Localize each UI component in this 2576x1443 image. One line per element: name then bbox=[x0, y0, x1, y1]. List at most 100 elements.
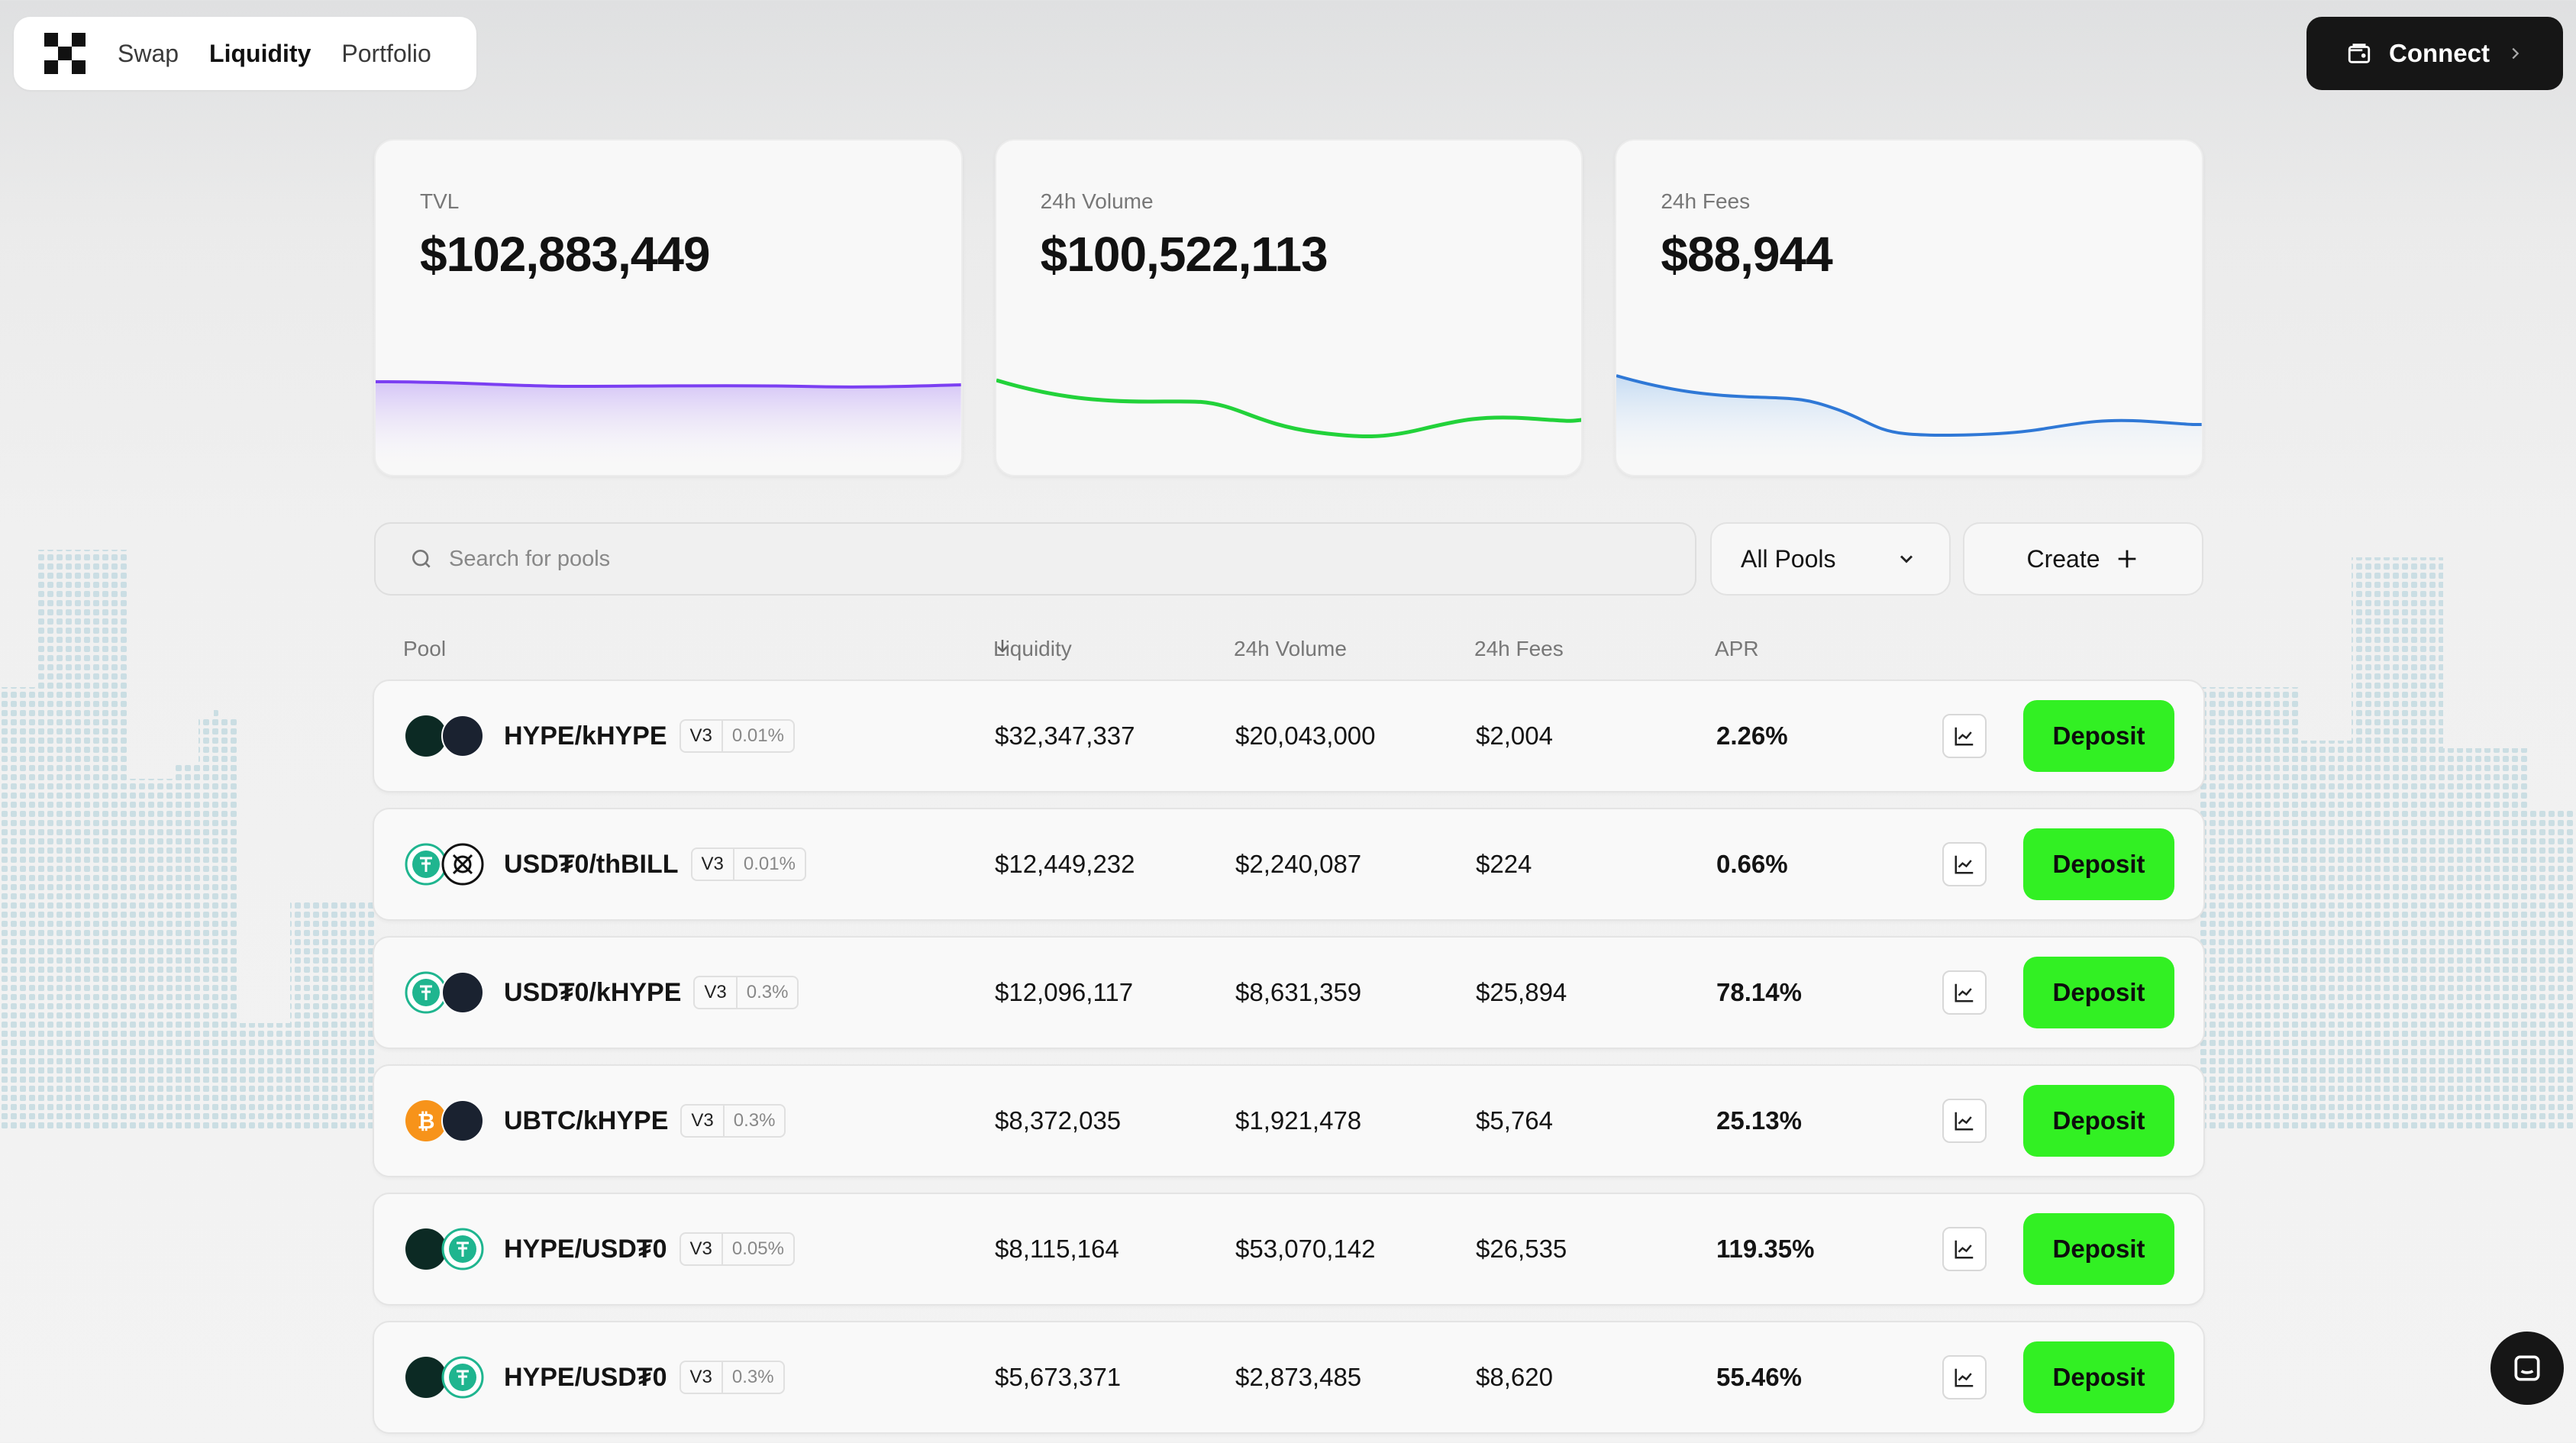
fees-value: $25,894 bbox=[1476, 978, 1567, 1006]
pool-search bbox=[374, 522, 1696, 596]
khype-icon bbox=[441, 971, 484, 1014]
apr-value: 119.35% bbox=[1716, 1235, 1815, 1263]
pool-cell: ₿ UBTC/kHYPE V3 0.3% bbox=[405, 1099, 786, 1142]
header-volume[interactable]: 24h Volume bbox=[1234, 637, 1347, 660]
create-pool-button[interactable]: Create bbox=[1963, 522, 2203, 596]
stats-cards: TVL $102,883,449 24h Volume $100,522,113… bbox=[374, 139, 2204, 476]
volume-value: $1,921,478 bbox=[1235, 1106, 1362, 1135]
line-chart-icon bbox=[1955, 1112, 1974, 1131]
pool-chart-button[interactable] bbox=[1942, 1099, 1987, 1143]
liquidity-value: $8,115,164 bbox=[995, 1235, 1119, 1263]
usdt0-icon bbox=[405, 843, 447, 886]
volume-value: $8,631,359 bbox=[1235, 978, 1362, 1006]
pool-version-badge: V3 0.3% bbox=[679, 1361, 785, 1394]
stat-label: TVL bbox=[420, 189, 460, 213]
header-liquidity-sort[interactable]: Liquidity bbox=[993, 637, 1072, 660]
volume-value: $20,043,000 bbox=[1235, 722, 1376, 750]
pool-chart-button[interactable] bbox=[1942, 1227, 1987, 1271]
apr-value: 55.46% bbox=[1716, 1363, 1802, 1391]
pool-name: USD₮0/thBILL bbox=[504, 849, 679, 879]
fees-value: $26,535 bbox=[1476, 1235, 1567, 1263]
pool-list: HYPE/kHYPE V3 0.01% $32,347,337 $20,043,… bbox=[373, 680, 2205, 1443]
pool-version-badge: V3 0.05% bbox=[679, 1232, 795, 1266]
arrow-down-icon bbox=[997, 640, 1008, 653]
apr-value: 0.66% bbox=[1716, 850, 1788, 878]
pool-chart-button[interactable] bbox=[1942, 970, 1987, 1015]
fee-tier: 0.3% bbox=[735, 977, 798, 1008]
pool-version-badge: V3 0.3% bbox=[680, 1104, 786, 1138]
fee-tier: 0.05% bbox=[721, 1234, 793, 1264]
thbill-icon bbox=[441, 843, 484, 886]
stat-card-fees: 24h Fees $88,944 bbox=[1615, 139, 2204, 476]
fees-value: $224 bbox=[1476, 850, 1532, 878]
table-row[interactable]: HYPE/kHYPE V3 0.01% $32,347,337 $20,043,… bbox=[373, 680, 2205, 793]
stat-label: 24h Volume bbox=[1040, 189, 1154, 213]
pool-name: USD₮0/kHYPE bbox=[504, 977, 682, 1007]
deposit-button[interactable]: Deposit bbox=[2023, 1085, 2174, 1157]
chat-icon bbox=[2514, 1355, 2540, 1381]
deposit-button[interactable]: Deposit bbox=[2023, 1341, 2174, 1413]
usdt0-icon bbox=[441, 1356, 484, 1399]
deposit-button[interactable]: Deposit bbox=[2023, 957, 2174, 1028]
chevron-down-icon bbox=[1900, 555, 1913, 563]
stat-value: $102,883,449 bbox=[420, 227, 710, 282]
version-label: V3 bbox=[689, 1367, 712, 1387]
pool-cell: HYPE/kHYPE V3 0.01% bbox=[405, 715, 795, 757]
fee-tier: 0.01% bbox=[732, 849, 805, 880]
version-label: V3 bbox=[689, 1238, 712, 1259]
liquidity-value: $32,347,337 bbox=[995, 722, 1135, 750]
stat-card-volume: 24h Volume $100,522,113 bbox=[994, 139, 1583, 476]
deposit-button[interactable]: Deposit bbox=[2023, 828, 2174, 900]
nav-link-liquidity[interactable]: Liquidity bbox=[209, 39, 312, 67]
pool-chart-button[interactable] bbox=[1942, 1355, 1987, 1399]
search-input[interactable] bbox=[449, 546, 1594, 572]
version-label: V3 bbox=[704, 982, 727, 1002]
ubtc-icon: ₿ bbox=[405, 1099, 447, 1142]
fees-value: $5,764 bbox=[1476, 1106, 1553, 1135]
line-chart-icon bbox=[1955, 1368, 1974, 1387]
city-skyline-background bbox=[0, 550, 2576, 1130]
fees-value: $8,620 bbox=[1476, 1363, 1553, 1391]
connect-wallet-button[interactable]: Connect bbox=[2306, 17, 2563, 90]
stat-value: $100,522,113 bbox=[1040, 227, 1328, 282]
liquidity-value: $8,372,035 bbox=[995, 1106, 1122, 1135]
nav-link-portfolio[interactable]: Portfolio bbox=[341, 39, 431, 67]
table-row[interactable]: HYPE/USD₮0 V3 0.3% $5,673,371 $2,873,485… bbox=[373, 1321, 2205, 1434]
plus-icon bbox=[2118, 550, 2135, 568]
header-liquidity: Liquidity bbox=[993, 637, 1072, 660]
volume-value: $2,240,087 bbox=[1235, 850, 1362, 878]
pool-chart-button[interactable] bbox=[1942, 842, 1987, 886]
pool-filter-dropdown[interactable]: All Pools bbox=[1710, 522, 1951, 596]
header-apr[interactable]: APR bbox=[1715, 637, 1759, 660]
fees-value: $2,004 bbox=[1476, 722, 1553, 750]
volume-value: $2,873,485 bbox=[1235, 1363, 1362, 1391]
pool-chart-button[interactable] bbox=[1942, 714, 1987, 758]
chevron-right-icon bbox=[2512, 47, 2520, 60]
stat-value: $88,944 bbox=[1661, 227, 1832, 282]
deposit-button[interactable]: Deposit bbox=[2023, 700, 2174, 772]
fee-tier: 0.3% bbox=[721, 1362, 783, 1393]
brand-logo[interactable] bbox=[44, 33, 86, 74]
pool-cell: USD₮0/kHYPE V3 0.3% bbox=[405, 971, 799, 1014]
volume-value: $53,070,142 bbox=[1235, 1235, 1376, 1263]
header-pool: Pool bbox=[403, 637, 447, 660]
tvl-sparkline bbox=[376, 380, 961, 475]
table-row[interactable]: USD₮0/kHYPE V3 0.3% $12,096,117 $8,631,3… bbox=[373, 936, 2205, 1049]
version-label: V3 bbox=[701, 854, 724, 874]
deposit-button[interactable]: Deposit bbox=[2023, 1213, 2174, 1285]
fee-tier: 0.3% bbox=[722, 1106, 785, 1136]
chat-support-button[interactable] bbox=[2490, 1332, 2564, 1405]
fee-tier: 0.01% bbox=[721, 721, 793, 751]
table-row[interactable]: HYPE/USD₮0 V3 0.05% $8,115,164 $53,070,1… bbox=[373, 1193, 2205, 1306]
nav-link-swap[interactable]: Swap bbox=[118, 39, 179, 67]
apr-value: 25.13% bbox=[1716, 1106, 1802, 1135]
liquidity-value: $12,449,232 bbox=[995, 850, 1135, 878]
pool-version-badge: V3 0.3% bbox=[693, 976, 799, 1009]
pool-version-badge: V3 0.01% bbox=[679, 719, 795, 753]
header-fees[interactable]: 24h Fees bbox=[1474, 637, 1564, 660]
pool-name: HYPE/USD₮0 bbox=[504, 1234, 667, 1264]
pool-cell: USD₮0/thBILL V3 0.01% bbox=[405, 843, 806, 886]
table-row[interactable]: ₿ UBTC/kHYPE V3 0.3% $8,372,035 $1,921,4… bbox=[373, 1064, 2205, 1177]
table-row[interactable]: USD₮0/thBILL V3 0.01% $12,449,232 $2,240… bbox=[373, 808, 2205, 921]
top-nav: Swap Liquidity Portfolio bbox=[14, 17, 476, 90]
